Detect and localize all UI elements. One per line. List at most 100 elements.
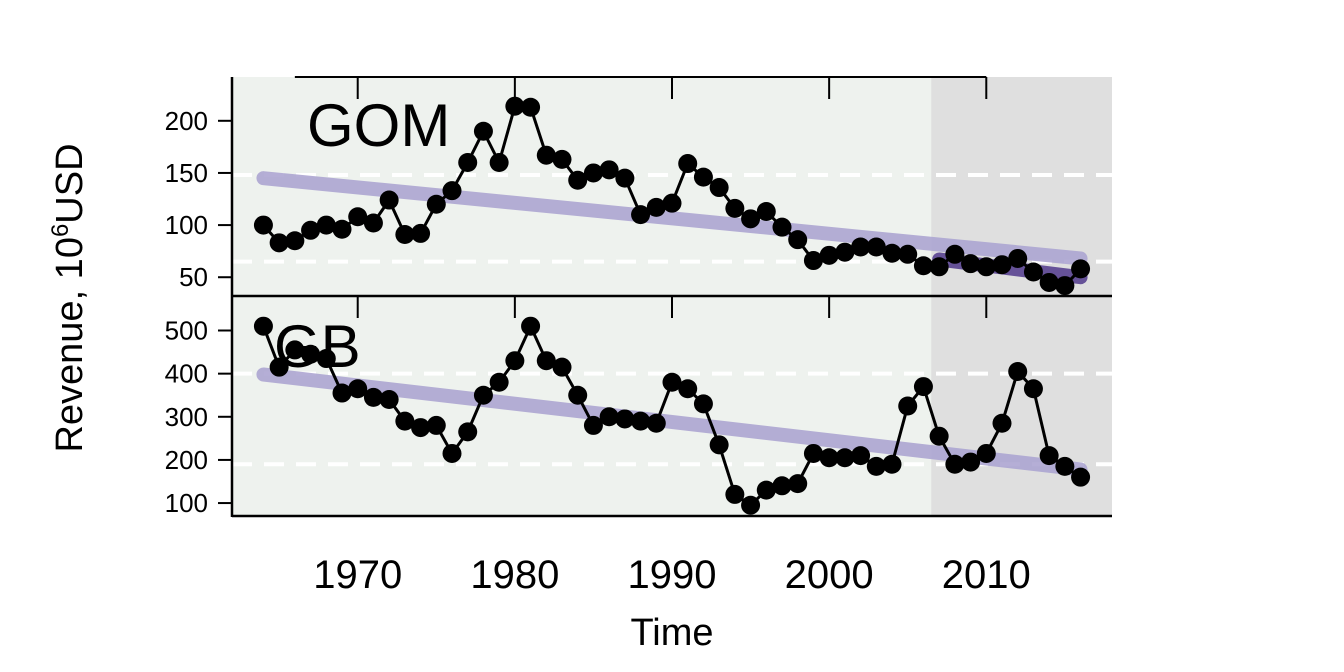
data-point-gom-1968	[316, 215, 336, 235]
data-point-gom-2003	[866, 237, 886, 257]
y-tick-label-gb-500: 500	[165, 316, 208, 346]
data-point-gom-1978	[473, 121, 493, 141]
y-tick-label-gom-50: 50	[179, 262, 208, 292]
data-point-gom-2000	[819, 245, 839, 265]
data-point-gom-2013	[1023, 262, 1043, 282]
data-point-gb-1995	[741, 495, 761, 515]
data-point-gom-1970	[348, 207, 368, 227]
data-point-gom-1976	[442, 181, 462, 201]
data-point-gom-1991	[678, 154, 698, 174]
data-point-gom-2016	[1071, 259, 1091, 279]
data-point-gb-2014	[1039, 446, 1059, 466]
x-tick-label-1980: 1980	[470, 553, 559, 597]
data-point-gb-1979	[489, 372, 509, 392]
data-point-gb-1989	[646, 413, 666, 433]
data-point-gom-1995	[741, 209, 761, 229]
tick-labels: 50 100 150 200 100 200 300 400 500 1970 1980 1990 20…	[165, 106, 1031, 597]
data-point-gom-1969	[332, 219, 352, 239]
data-point-gb-1966	[285, 340, 305, 360]
data-point-gom-1967	[301, 220, 321, 240]
data-point-gb-1998	[788, 474, 808, 494]
data-point-gom-2012	[1008, 248, 1028, 268]
y-tick-label-gom-150: 150	[165, 158, 208, 188]
data-point-gom-2004	[882, 243, 902, 263]
data-point-gom-1965	[269, 233, 289, 253]
data-point-gb-1988	[631, 411, 651, 431]
data-point-gb-1984	[568, 385, 588, 405]
data-point-gb-1971	[363, 387, 383, 407]
y-axis-title: Revenue, 106USD	[47, 143, 91, 452]
data-point-gb-1965	[269, 357, 289, 377]
data-point-gb-1968	[316, 349, 336, 369]
data-point-gom-1980	[505, 96, 525, 116]
data-point-gb-1982	[536, 351, 556, 371]
data-point-gb-2000	[819, 448, 839, 468]
data-point-gb-1991	[678, 379, 698, 399]
y-tick-label-gb-300: 300	[165, 402, 208, 432]
trend-line-gb	[256, 367, 1088, 477]
data-point-gom-1986	[599, 160, 619, 180]
y-tick-label-gom-100: 100	[165, 210, 208, 240]
data-point-gb-1987	[615, 409, 635, 429]
data-point-gom-1966	[285, 231, 305, 251]
data-point-gom-1985	[583, 163, 603, 183]
data-point-gom-1994	[725, 198, 745, 218]
data-point-gom-2010	[976, 257, 996, 277]
data-point-gb-1977	[458, 422, 478, 442]
data-point-gb-2012	[1008, 361, 1028, 381]
data-point-gom-1989	[646, 197, 666, 217]
data-point-gb-1964	[253, 316, 273, 336]
data-point-gb-2011	[992, 413, 1012, 433]
data-point-gb-1992	[693, 394, 713, 414]
data-point-gb-1969	[332, 383, 352, 403]
data-point-gb-1990	[662, 372, 682, 392]
data-point-gb-1986	[599, 407, 619, 427]
x-tick-label-2000: 2000	[785, 553, 874, 597]
data-point-gom-1983	[552, 149, 572, 169]
data-point-gb-1994	[725, 484, 745, 504]
data-point-gom-2005	[898, 244, 918, 264]
data-point-gom-1982	[536, 145, 556, 165]
x-axis-title: Time	[630, 612, 713, 654]
data-point-gom-2006	[913, 256, 933, 276]
data-point-gb-2010	[976, 443, 996, 463]
data-point-gom-1973	[395, 224, 415, 244]
trend-line-gom	[256, 171, 1088, 266]
data-point-gb-1997	[772, 476, 792, 496]
data-point-gom-2008	[945, 244, 965, 264]
data-point-gb-1972	[379, 390, 399, 410]
data-point-gom-2001	[835, 242, 855, 262]
data-point-gom-1974	[411, 223, 431, 243]
data-point-gom-2011	[992, 255, 1012, 275]
data-point-gb-2008	[945, 454, 965, 474]
data-point-gom-2007	[929, 257, 949, 277]
data-point-gb-2001	[835, 448, 855, 468]
data-point-gom-1987	[615, 168, 635, 188]
data-point-gb-1980	[505, 351, 525, 371]
data-point-gom-2002	[851, 237, 871, 257]
y-tick-label-gom-200: 200	[165, 106, 208, 136]
data-point-gom-1979	[489, 153, 509, 173]
y-tick-label-gb-100: 100	[165, 488, 208, 518]
data-point-gom-1990	[662, 193, 682, 213]
panel-label-gb: GB	[274, 313, 361, 380]
data-point-gb-2013	[1023, 379, 1043, 399]
data-point-gom-1997	[772, 217, 792, 237]
data-point-gb-1978	[473, 385, 493, 405]
y-tick-label-gb-200: 200	[165, 445, 208, 475]
data-point-gb-1974	[411, 418, 431, 438]
data-point-gb-1985	[583, 415, 603, 435]
data-point-gom-1964	[253, 215, 273, 235]
data-point-gom-2015	[1055, 276, 1075, 296]
data-point-gb-1993	[709, 435, 729, 455]
data-point-gb-2015	[1055, 456, 1075, 476]
data-point-gb-1973	[395, 411, 415, 431]
data-series	[253, 96, 1091, 515]
data-point-gom-1999	[803, 251, 823, 271]
reference-lines	[232, 173, 1112, 467]
data-point-gom-1996	[756, 202, 776, 222]
data-point-gom-1975	[426, 194, 446, 214]
data-point-gom-2014	[1039, 272, 1059, 292]
data-point-gb-2002	[851, 446, 871, 466]
data-point-gb-2003	[866, 456, 886, 476]
